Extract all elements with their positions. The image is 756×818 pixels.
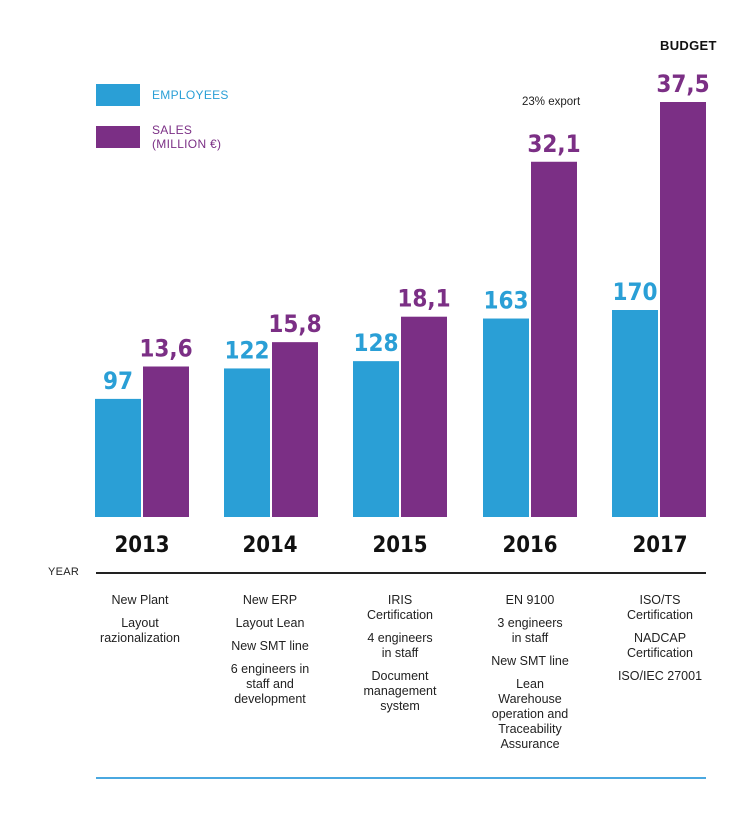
sales-value-label-2017: 37,5 [656, 70, 709, 98]
year-label-2016: 2016 [502, 533, 558, 558]
year-label-2015: 2015 [372, 533, 428, 558]
milestone: EN 9100 [505, 593, 555, 607]
milestone: New Plant [111, 593, 169, 607]
sales-bar-2015 [401, 316, 447, 517]
milestone: ISO/TS Certification [627, 593, 693, 622]
employees-value-label-2015: 128 [353, 329, 398, 357]
milestone: ISO/IEC 27001 [617, 669, 703, 683]
milestone: New SMT line [491, 654, 569, 668]
milestones-2017: ISO/TS Certification NADCAP Certificatio… [605, 593, 715, 692]
year-label-2017: 2017 [632, 533, 688, 558]
employees-bar-2017 [612, 310, 658, 517]
year-label-2013: 2013 [114, 533, 170, 558]
milestones-2013: New Plant Layout razionalization [85, 593, 195, 654]
sales-bar-2016 [531, 161, 577, 517]
milestone: Lean Warehouse operation and Traceabilit… [491, 677, 569, 751]
sales-value-label-2016: 32,1 [527, 130, 580, 158]
milestone: NADCAP Certification [627, 631, 693, 660]
milestone: New ERP [242, 593, 298, 607]
legend-label-employees: EMPLOYEES [152, 88, 229, 102]
export-note: 23% export [522, 96, 581, 108]
x-axis-line [96, 572, 706, 574]
milestones-2014: New ERP Layout Lean New SMT line 6 engin… [215, 593, 325, 715]
milestone: Document management system [363, 669, 437, 713]
milestones-2016: EN 9100 3 engineers in staff New SMT lin… [475, 593, 585, 760]
sales-value-label-2015: 18,1 [397, 285, 450, 313]
legend-swatch-sales [96, 126, 140, 148]
milestone: 4 engineers in staff [367, 631, 433, 660]
sales-value-label-2014: 15,8 [268, 310, 321, 338]
employees-bar-2013 [95, 398, 141, 517]
bottom-rule [96, 777, 706, 779]
employees-value-label-2016: 163 [483, 287, 528, 315]
sales-bar-2013 [143, 366, 189, 517]
legend-label-sales-line2: (MILLION €) [152, 137, 222, 151]
employees-bar-2016 [483, 318, 529, 517]
legend-label-sales: SALES (MILLION €) [152, 123, 221, 151]
milestone: Layout razionalization [100, 616, 180, 645]
employees-value-label-2017: 170 [612, 278, 657, 306]
employees-value-label-2014: 122 [224, 336, 269, 364]
milestone: New SMT line [231, 639, 309, 653]
milestones-2015: IRIS Certification 4 engineers in staff … [345, 593, 455, 722]
sales-bar-2014 [272, 342, 318, 517]
milestone: 3 engineers in staff [497, 616, 563, 645]
sales-bar-2017 [660, 102, 706, 517]
sales-value-label-2013: 13,6 [139, 334, 192, 362]
milestone: 6 engineers in staff and development [230, 662, 310, 706]
milestone: Layout Lean [235, 616, 305, 630]
year-label-2014: 2014 [242, 533, 298, 558]
employees-value-label-2013: 97 [103, 367, 133, 395]
employees-bar-2014 [224, 368, 270, 517]
x-axis-label: YEAR [48, 566, 80, 578]
budget-label: BUDGET [660, 38, 717, 53]
legend-swatch-employees [96, 84, 140, 106]
legend-label-sales-line1: SALES [152, 123, 193, 137]
milestone: IRIS Certification [367, 593, 433, 622]
employees-bar-2015 [353, 361, 399, 517]
